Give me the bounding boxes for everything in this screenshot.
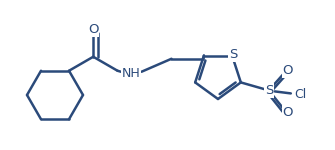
Text: Cl: Cl	[295, 88, 307, 101]
Text: S: S	[265, 84, 273, 97]
Text: S: S	[229, 48, 237, 61]
Text: NH: NH	[122, 67, 141, 80]
Text: O: O	[283, 64, 293, 77]
Text: O: O	[88, 23, 98, 36]
Text: O: O	[283, 106, 293, 119]
